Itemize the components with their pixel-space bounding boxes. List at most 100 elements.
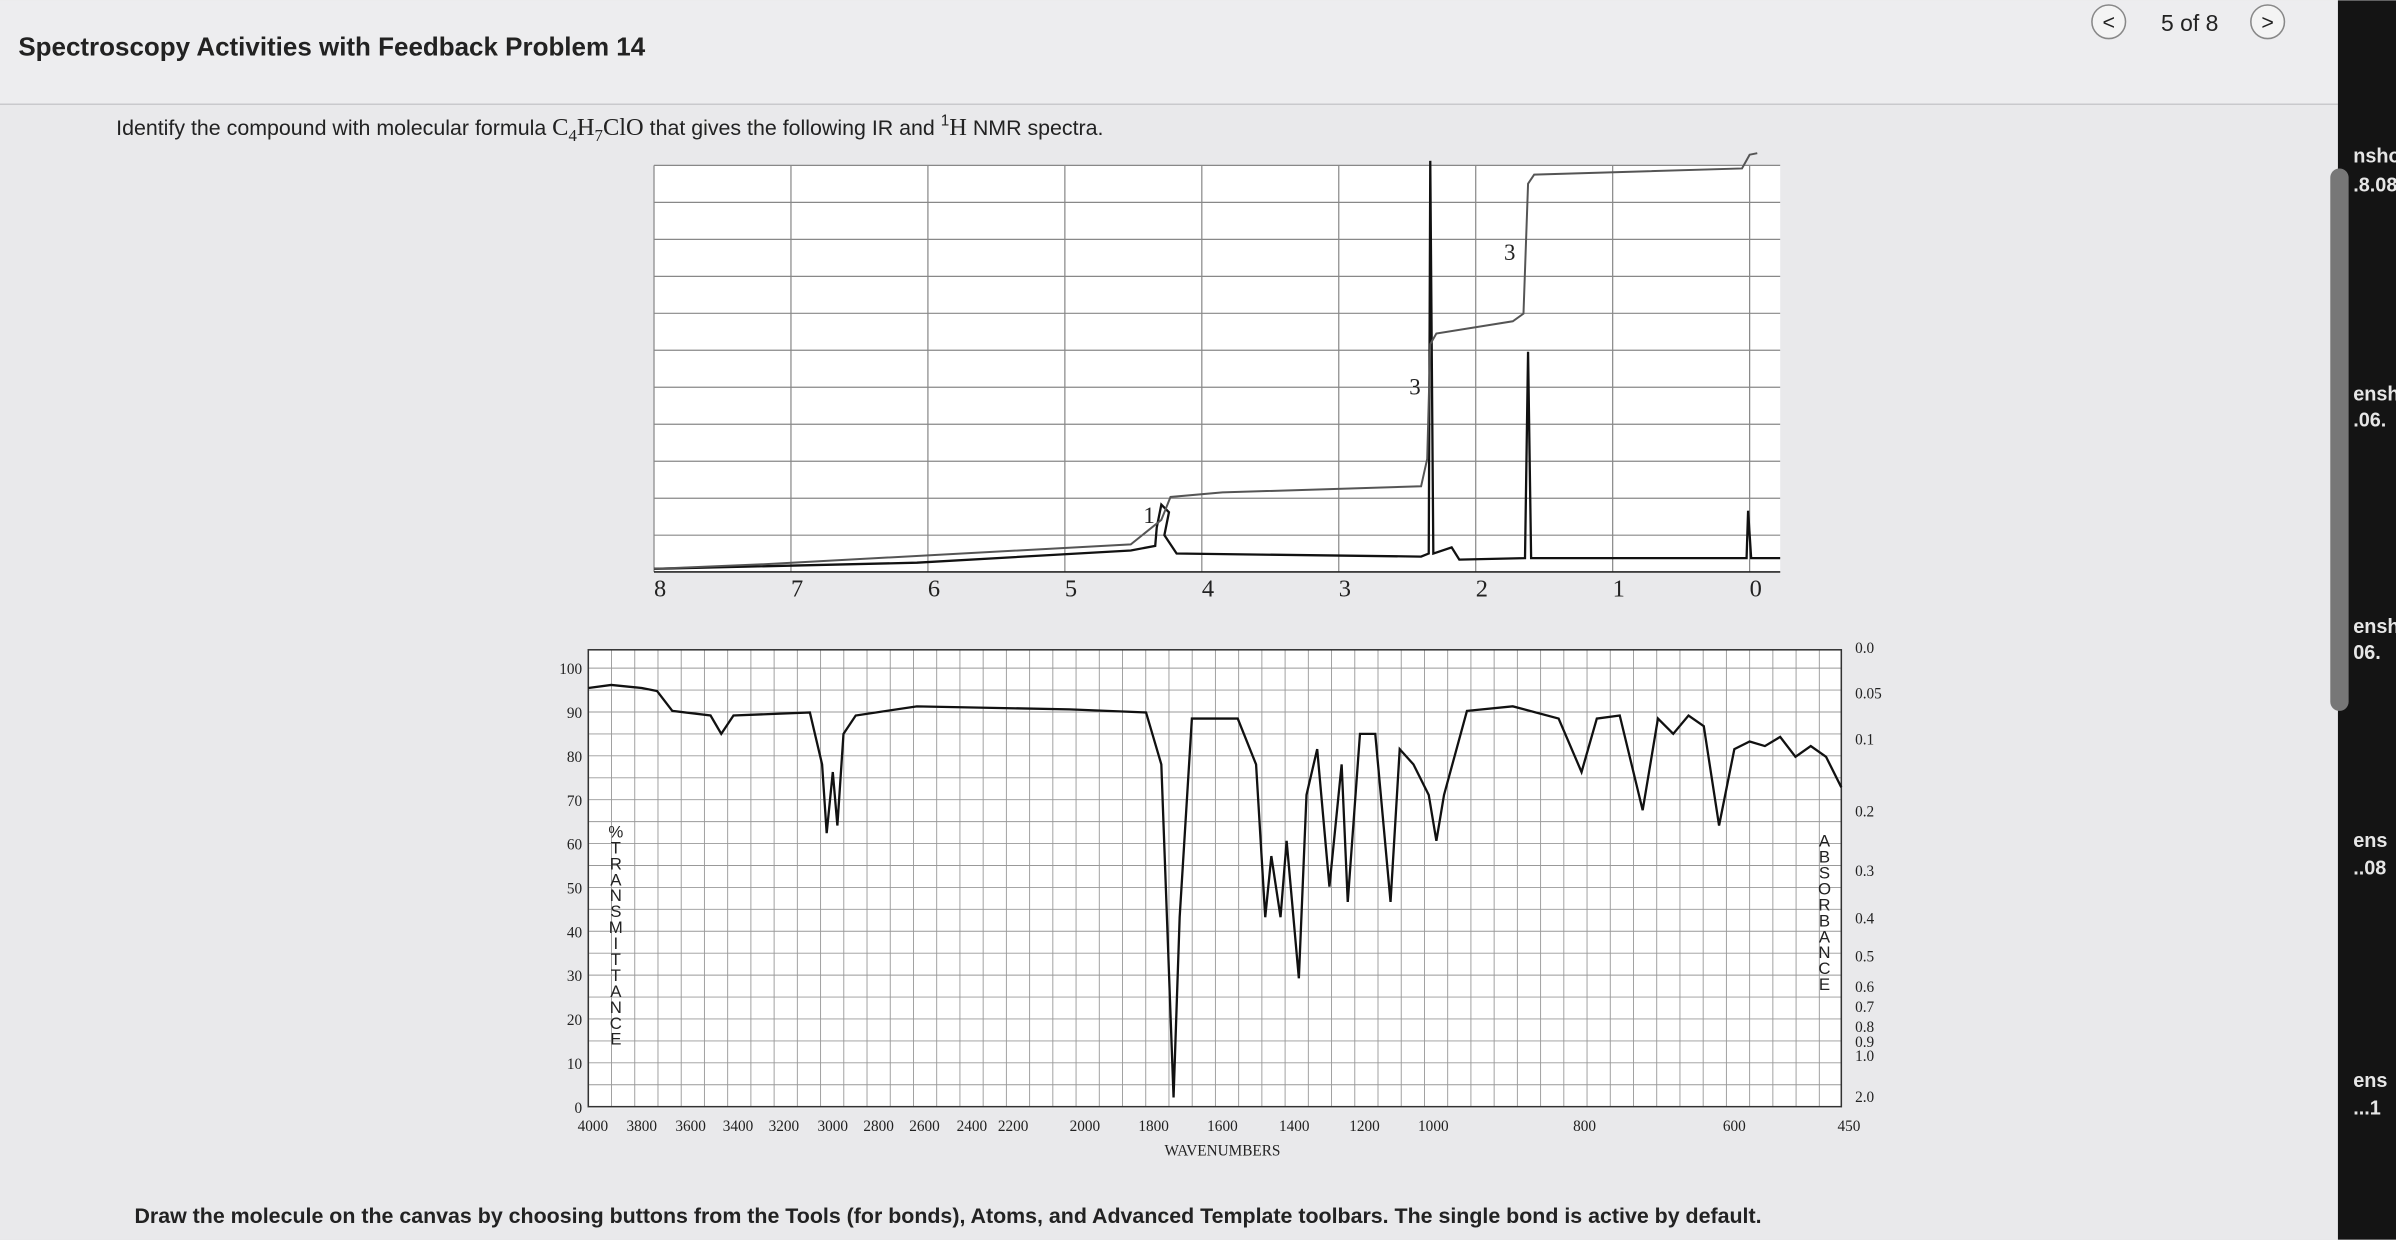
next-label[interactable]: > [2261,10,2273,34]
scrollbar[interactable] [2330,168,2349,711]
q-middle: that gives the following IR and [644,116,941,140]
x-tick-label: 2200 [998,1118,1029,1135]
nmr-grid [653,164,1781,573]
x-tick-label: 2000 [1070,1118,1101,1135]
x-tick-label: 3600 [675,1118,706,1135]
x-tick-label: 3200 [769,1118,800,1135]
y-tick-label: 90 [567,705,583,722]
y2-axis-label: ABSORBANCE [1815,832,1834,991]
sidebar-label: ens [2353,830,2387,852]
x-tick-label: 2600 [909,1118,940,1135]
page-title: Spectroscopy Activities with Feedback Pr… [18,31,645,61]
prev-button[interactable]: < [2091,4,2127,40]
formula: C [552,114,568,141]
integration-curve [653,152,1758,570]
x-tick-label: 600 [1723,1118,1746,1135]
next-button[interactable]: > [2250,4,2286,40]
x-tick-label: 1000 [1418,1118,1449,1135]
x-tick-label: 6 [928,575,940,602]
sidebar-label: ens [2353,1070,2387,1092]
x-tick-label: 7 [791,575,803,602]
x-tick-label: 4 [1202,575,1214,602]
sidebar-label: ensh [2353,616,2396,638]
next-circle[interactable] [2250,4,2286,40]
y2-tick-label: 2.0 [1855,1089,1874,1106]
plot-frame [587,649,1843,1108]
q-prefix: Identify the compound with molecular for… [116,116,552,140]
instruction: Draw the molecule on the canvas by choos… [134,1204,1761,1228]
y-tick-label: 20 [567,1012,583,1029]
ir-trace [588,683,1843,1098]
y2-tick-label: 0.6 [1855,979,1874,996]
prev-label[interactable]: < [2102,10,2114,34]
integration-label: 1 [1143,503,1154,528]
nucleus-mass: 1 [941,113,950,130]
x-tick-label: 3400 [723,1118,754,1135]
y2-tick-label: 0.8 [1855,1019,1874,1036]
x-tick-label: 3 [1339,575,1351,602]
x-tick-label: 1600 [1207,1118,1238,1135]
x-tick-label: 1 [1613,575,1625,602]
y-tick-label: 100 [559,661,582,678]
x-tick-label: 2400 [957,1118,988,1135]
y2-tick-label: 0.4 [1855,910,1874,927]
header-band [0,0,2338,105]
x-tick-label: 450 [1838,1118,1861,1135]
sidebar-label: 06. [2353,642,2381,664]
y-tick-label: 0 [575,1100,583,1117]
y-tick-label: 50 [567,881,583,898]
y-tick-label: 70 [567,793,583,810]
x-tick-label: 3800 [627,1118,658,1135]
sidebar-label: .06. [2353,410,2386,432]
y-axis-label: %TRANSMITTANCE [606,822,625,1045]
x-tick-label: 800 [1573,1118,1596,1135]
x-tick-label: 1200 [1349,1118,1380,1135]
y-tick-label: 40 [567,924,583,941]
sidebar-label: ensh [2353,384,2396,406]
formula: ClO [603,114,644,141]
sidebar-labels: nshot .8.08 ensh .06. ensh 06. ens ..08 ens ...1 [2353,145,2396,1119]
y-tick-label: 80 [567,749,583,766]
ir-spectrum: %TRANSMITTANCE ABSORBANCE WAVENUMBERS 10… [559,640,1882,1160]
question: Identify the compound with molecular for… [116,113,1103,145]
y-tick-label: 10 [567,1056,583,1073]
sidebar-label: ...1 [2353,1097,2381,1119]
y2-tick-label: 0.05 [1855,686,1882,703]
sidebar-label: nshot [2353,145,2396,167]
page-position: 5 of 8 [2161,10,2218,36]
x-tick-label: 4000 [578,1118,609,1135]
ir-grid [587,649,1843,1108]
x-tick-label: 2800 [863,1118,894,1135]
y2-tick-label: 0.7 [1855,999,1874,1016]
x-tick-label: 3000 [818,1118,849,1135]
y2-tick-label: 0.0 [1855,640,1874,657]
x-axis-label: WAVENUMBERS [1164,1143,1280,1160]
y-tick-label: 60 [567,837,583,854]
integration-label: 3 [1409,375,1420,400]
y-tick-label: 30 [567,968,583,985]
sidebar-label: ..08 [2353,857,2386,879]
x-tick-label: 1400 [1279,1118,1310,1135]
y2-tick-label: 0.9 [1855,1034,1874,1051]
x-tick-label: 2 [1476,575,1488,602]
integration-label: 3 [1504,240,1515,265]
x-tick-label: 0 [1750,575,1762,602]
x-tick-label: 1800 [1138,1118,1169,1135]
y2-tick-label: 1.0 [1855,1048,1874,1065]
y2-tick-label: 0.5 [1855,949,1874,966]
y2-tick-label: 0.2 [1855,803,1874,820]
nucleus: H [949,114,967,141]
nmr-paper [654,165,1781,572]
nmr-spectrum: 1 3 3 8 7 6 5 4 3 2 1 0 [653,152,1781,602]
x-tick-label: 5 [1065,575,1077,602]
x-tick-label: 8 [654,575,666,602]
y2-tick-label: 0.3 [1855,863,1874,880]
q-suffix: NMR spectra. [967,116,1104,140]
y2-tick-label: 0.1 [1855,732,1874,749]
formula: 7 [595,126,603,145]
formula: 4 [568,126,577,145]
formula: H [577,114,595,141]
prev-circle[interactable] [2091,4,2127,40]
